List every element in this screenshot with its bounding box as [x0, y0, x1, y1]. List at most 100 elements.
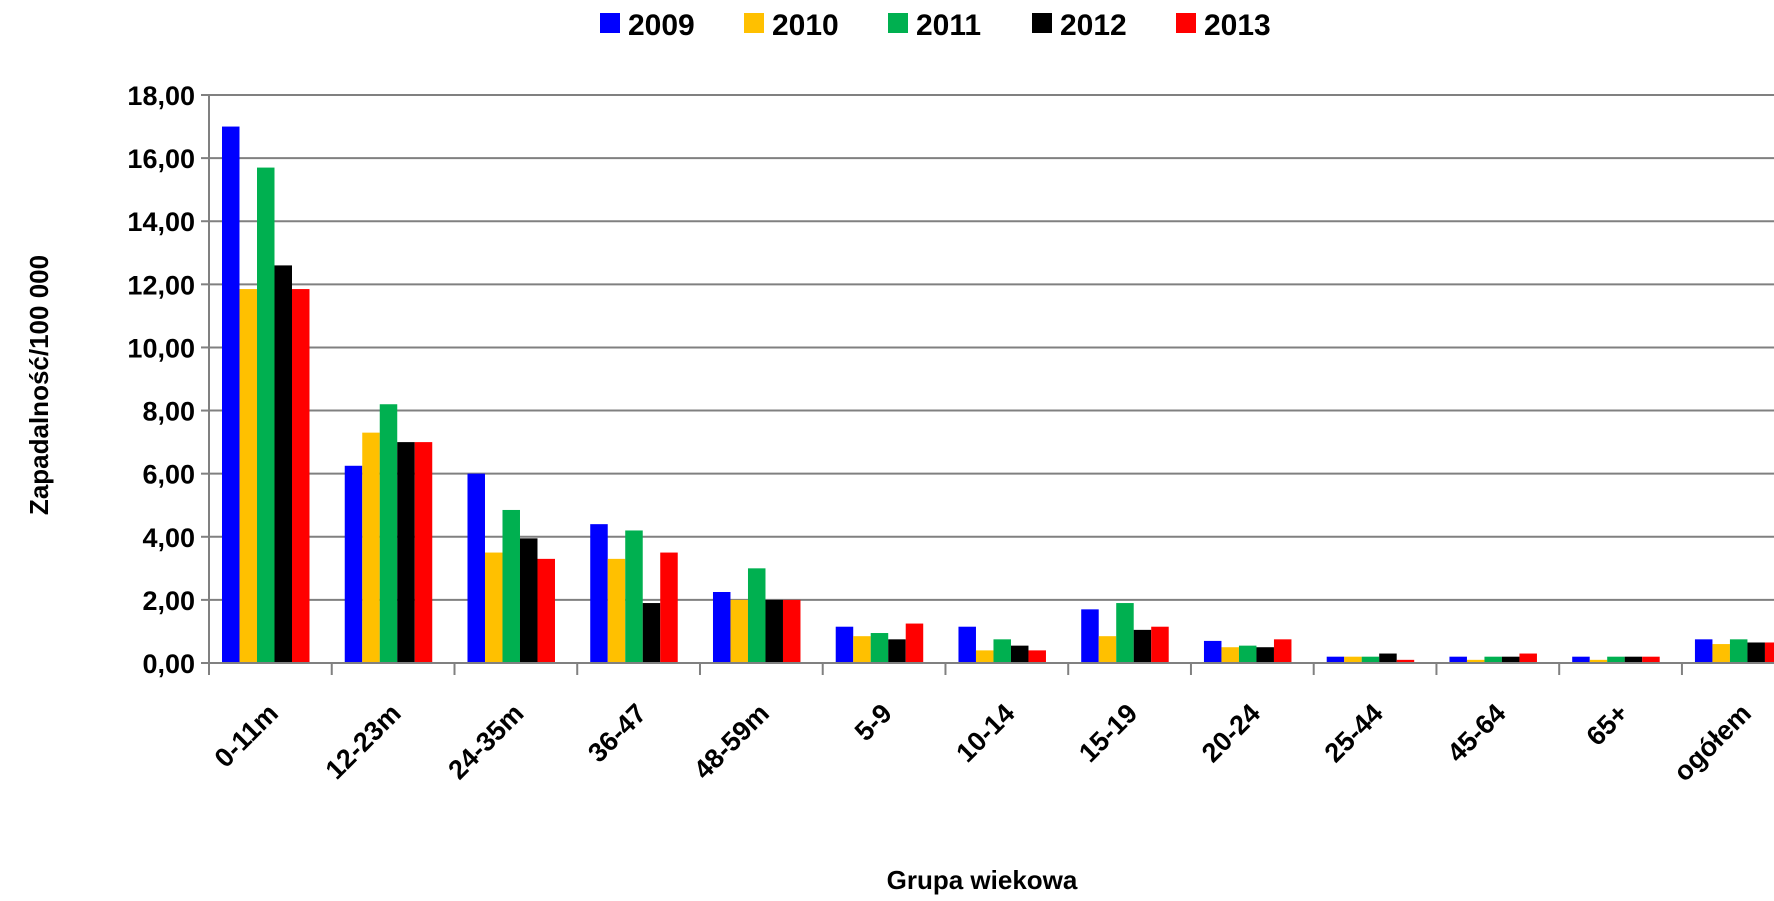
y-tick-label: 6,00: [142, 460, 195, 490]
y-tick-labels: 0,00 2,00 4,00 6,00 8,00 10,00 12,00 14,00 16,00…: [127, 81, 195, 679]
x-tick-label: 10-14: [950, 698, 1020, 768]
bar-2013-36-47: [660, 552, 678, 663]
x-tick-label: 36-47: [582, 698, 652, 768]
y-axis-title: Zapadalność/100 000: [24, 255, 54, 515]
x-tick-label: 65+: [1581, 698, 1635, 752]
bar-2013-25-44: [1396, 659, 1415, 663]
bar-2009-0-11m: [222, 126, 240, 664]
y-tick-label: 0,00: [142, 649, 195, 679]
bar-2010-0-11m: [239, 289, 257, 663]
bar-2010-15-19: [1098, 636, 1117, 663]
legend-label-2013: 2013: [1204, 9, 1271, 42]
axes: [201, 94, 1774, 675]
bar-2012-12-23m: [397, 442, 415, 663]
legend-swatch-2011: [888, 13, 908, 33]
bar-2009-36-47: [590, 524, 608, 663]
legend-label-2009: 2009: [628, 9, 695, 42]
bar-2013-10-14: [1028, 650, 1046, 663]
x-axis-title: Grupa wiekowa: [887, 865, 1078, 895]
bar-2013-48-59m: [782, 599, 801, 663]
x-tick-labels: 0-11m 12-23m 24-35m 36-47 48-59m 5-9 10-14 15-1…: [209, 698, 1757, 787]
bar-2011-36-47: [625, 530, 643, 663]
bar-2011-12-23m: [379, 404, 398, 663]
y-tick-label: 12,00: [127, 270, 195, 300]
x-tick-label: 0-11m: [209, 698, 284, 773]
bar-2009-65+: [1572, 656, 1590, 663]
bar-2009-24-35m: [467, 473, 485, 663]
x-tick-label: 20-24: [1196, 698, 1266, 768]
bar-2011-ogółem: [1729, 639, 1748, 663]
bar-2011-65+: [1607, 656, 1625, 663]
bar-2010-20-24: [1221, 647, 1239, 663]
bar-2010-ogółem: [1712, 644, 1730, 663]
x-tick-label: 15-19: [1073, 698, 1143, 768]
bar-2009-10-14: [958, 626, 976, 663]
bar-2010-24-35m: [484, 552, 503, 663]
legend-swatch-2010: [744, 13, 764, 33]
x-tick-label: 5-9: [849, 698, 898, 747]
bar-2010-36-47: [607, 558, 626, 663]
x-tick-label: 48-59m: [688, 698, 775, 785]
bar-2012-20-24: [1256, 647, 1274, 663]
legend-label-2010: 2010: [772, 9, 839, 42]
y-tick-label: 14,00: [127, 207, 195, 237]
bar-2009-ogółem: [1694, 639, 1713, 663]
x-tick-label: 45-64: [1441, 698, 1511, 768]
bar-2010-10-14: [975, 650, 994, 663]
bar-2010-45-64: [1466, 659, 1485, 663]
y-tick-label: 8,00: [142, 397, 195, 427]
y-tick-label: 16,00: [127, 144, 195, 174]
bar-2012-15-19: [1133, 629, 1152, 663]
bar-2013-20-24: [1273, 639, 1292, 663]
bars: [222, 126, 1774, 664]
bar-2011-5-9: [870, 633, 889, 663]
bar-2009-15-19: [1081, 609, 1099, 663]
bar-2011-25-44: [1361, 656, 1380, 663]
bar-2012-25-44: [1379, 653, 1397, 663]
bar-2010-25-44: [1344, 656, 1362, 663]
bar-2010-12-23m: [362, 432, 380, 663]
bar-2012-65+: [1624, 656, 1643, 663]
gridlines: [209, 94, 1774, 601]
bar-2009-5-9: [835, 626, 854, 663]
y-tick-label: 18,00: [127, 81, 195, 111]
legend-swatch-2009: [600, 13, 620, 33]
bar-2011-20-24: [1238, 645, 1257, 663]
x-tick-label: 25-44: [1319, 698, 1389, 768]
bar-2013-12-23m: [414, 442, 433, 663]
x-tick-label: ogółem: [1668, 698, 1757, 787]
legend-swatch-2013: [1176, 13, 1196, 33]
bar-2009-45-64: [1449, 656, 1467, 663]
legend-label-2012: 2012: [1060, 9, 1127, 42]
bar-2012-45-64: [1501, 656, 1520, 663]
x-tick-label: 12-23m: [320, 698, 407, 785]
bar-2013-ogółem: [1764, 642, 1774, 663]
bar-2012-10-14: [1010, 645, 1029, 663]
bar-2009-25-44: [1326, 656, 1345, 663]
bar-2012-24-35m: [519, 538, 538, 663]
bar-2010-48-59m: [730, 599, 748, 663]
bar-2011-10-14: [993, 639, 1011, 663]
y-tick-label: 2,00: [142, 586, 195, 616]
bar-2009-12-23m: [344, 465, 363, 663]
bar-2012-0-11m: [274, 265, 292, 663]
bar-2009-20-24: [1203, 640, 1222, 663]
bar-2013-5-9: [905, 623, 924, 663]
bar-2011-48-59m: [747, 568, 766, 663]
bar-2012-ogółem: [1747, 642, 1765, 663]
bar-2013-24-35m: [537, 558, 555, 663]
bar-2013-45-64: [1519, 653, 1537, 663]
bar-2013-15-19: [1151, 626, 1169, 663]
bar-2011-45-64: [1484, 656, 1502, 663]
y-tick-label: 4,00: [142, 523, 195, 553]
legend-label-2011: 2011: [916, 9, 981, 42]
bar-2012-36-47: [642, 603, 661, 663]
bar-2013-65+: [1642, 656, 1660, 663]
x-tick-label: 24-35m: [442, 698, 529, 785]
y-tick-label: 10,00: [127, 333, 195, 363]
bar-2012-5-9: [888, 639, 906, 663]
bar-2011-15-19: [1116, 603, 1134, 663]
bar-2012-48-59m: [765, 599, 783, 663]
legend: 2009 2010 2011 2012 2013: [600, 9, 1271, 42]
